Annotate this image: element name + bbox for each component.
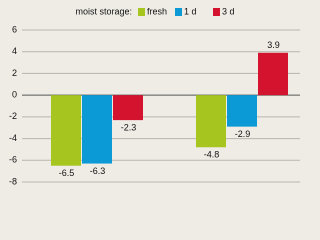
y-tick-label: 2 (12, 68, 17, 78)
legend-label: 1 d (184, 6, 197, 16)
legend-label: 3 d (222, 6, 235, 16)
value-label: -2.9 (235, 129, 251, 139)
y-tick-label: -8 (9, 176, 17, 186)
bar (82, 95, 112, 164)
y-tick-label: 4 (12, 46, 17, 56)
value-label: -6.5 (59, 168, 75, 178)
legend-swatch (213, 8, 220, 16)
value-label: 3.9 (267, 40, 280, 50)
legend-swatch (175, 8, 182, 16)
bar (196, 95, 226, 148)
bar (258, 52, 288, 96)
y-tick-label: 6 (12, 24, 17, 34)
y-tick-label: -2 (9, 111, 17, 121)
chart: moist storage: -8 -6 -4 -2 0 2 4 6 fresh 1 d 3 d -6… (8, 6, 300, 187)
legend-title: moist storage: (75, 6, 132, 16)
bar (227, 95, 257, 127)
bar (51, 95, 81, 166)
value-label: -6.3 (90, 166, 106, 176)
y-tick-label: -4 (9, 133, 17, 143)
legend-swatch (138, 8, 145, 16)
bar (113, 95, 143, 121)
y-tick-label: -6 (9, 155, 17, 165)
page: {"chart_data": {"type": "bar", "legend_t… (8, 6, 300, 187)
value-label: -4.8 (204, 150, 220, 160)
value-label: -2.3 (121, 122, 137, 132)
legend-label: fresh (147, 6, 167, 16)
y-tick-label: 0 (12, 90, 17, 100)
